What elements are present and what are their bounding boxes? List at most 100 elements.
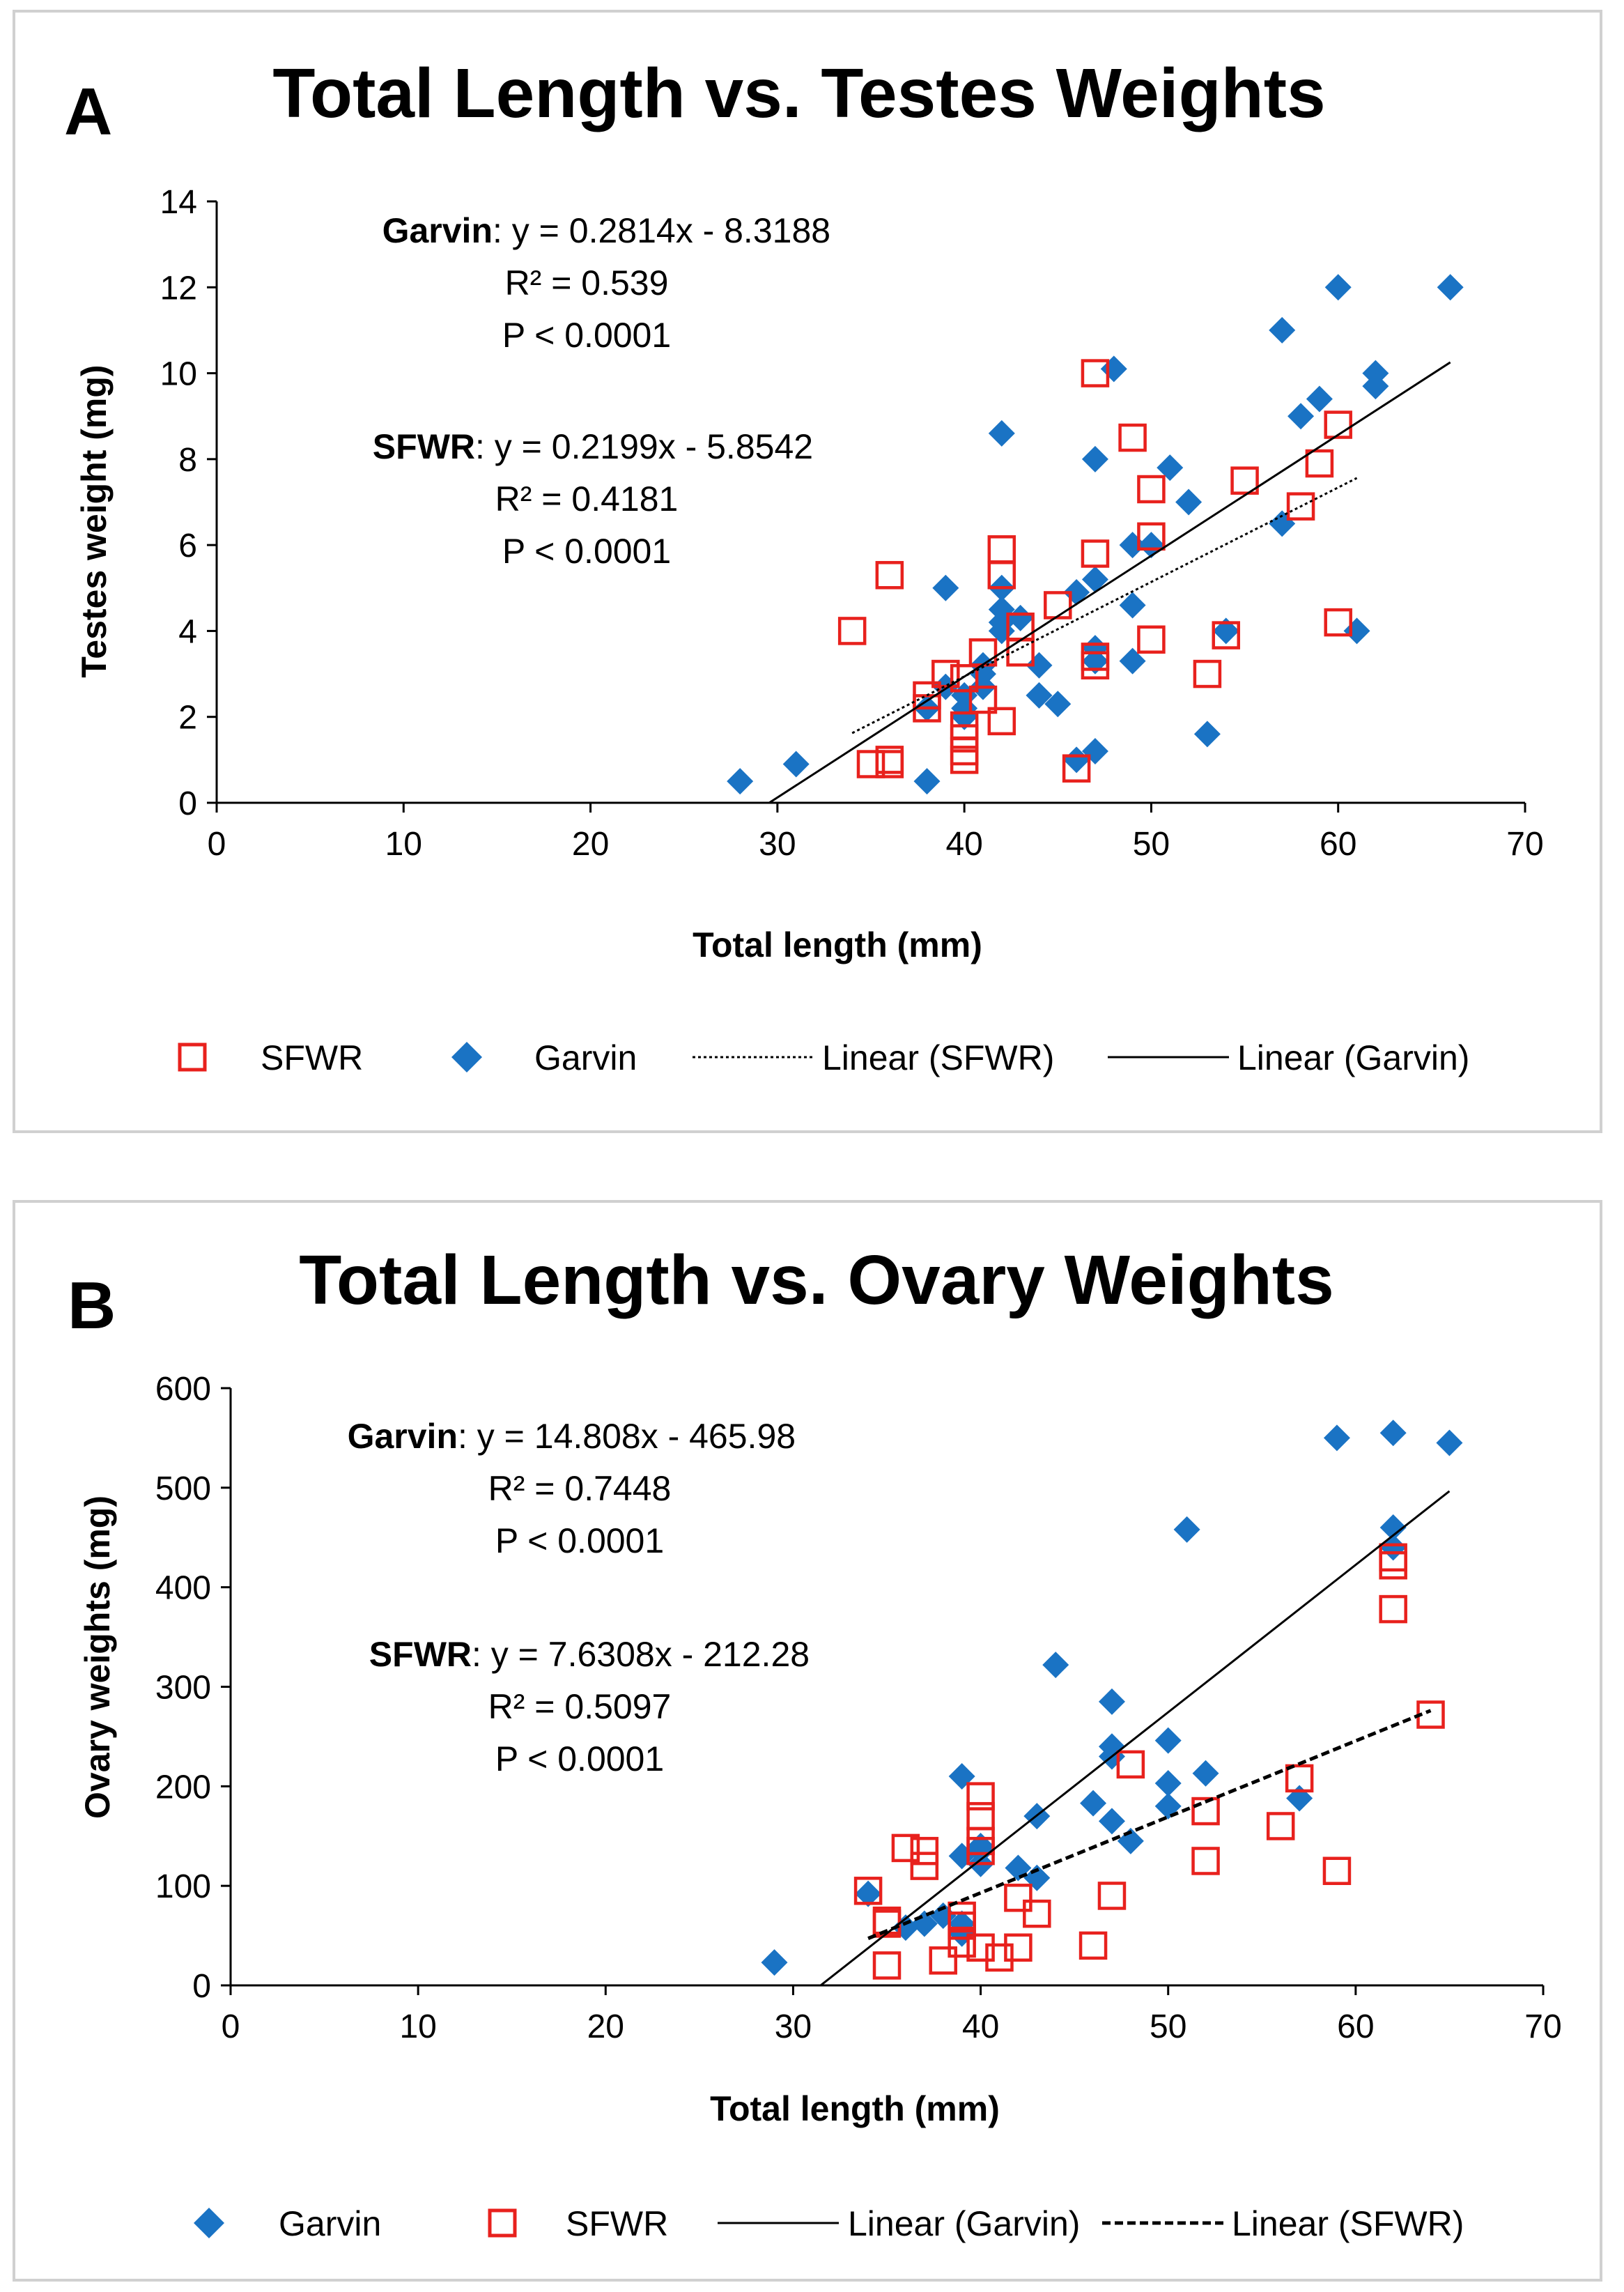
legend-sfwr-label-a: SFWR (261, 1038, 363, 1077)
linear-sfwr-trendline-b (867, 1709, 1432, 1940)
annotation-garvin-equation-b: : y = 14.808x - 465.98 (458, 1417, 796, 1456)
garvin-point (1175, 489, 1202, 516)
x-tick-label: 70 (1524, 2008, 1561, 2045)
x-tick-label: 20 (587, 2008, 624, 2045)
garvin-point (1138, 532, 1165, 559)
panel-label-b: B (68, 1268, 116, 1343)
garvin-point (855, 1880, 882, 1907)
legend-sfwr-marker-a (178, 1043, 207, 1072)
annotation-sfwr-r2-b: R² = 0.5097 (488, 1687, 672, 1726)
garvin-point (1154, 1770, 1182, 1797)
legend-garvin-trend-label-b: Linear (Garvin) (848, 2204, 1080, 2243)
y-tick-label: 100 (155, 1868, 211, 1905)
garvin-point (1212, 617, 1239, 645)
y-tick-label: 500 (155, 1470, 211, 1507)
garvin-point (1306, 385, 1333, 413)
garvin-point (1157, 454, 1184, 482)
garvin-point (1324, 274, 1352, 301)
garvin-point (1362, 373, 1389, 400)
garvin-point (1379, 1514, 1407, 1541)
sfwr-point (875, 750, 904, 778)
panel-b: B Total Length vs. Ovary Weights Garvin … (13, 1200, 1602, 2282)
chart-a: A Total Length vs. Testes Weights Garvin… (64, 54, 1544, 1077)
y-tick-label: 200 (155, 1769, 211, 1806)
garvin-point (1026, 682, 1053, 709)
garvin-point (1173, 1516, 1200, 1543)
y-tick-label: 12 (160, 270, 197, 307)
panel-a: A Total Length vs. Testes Weights Garvin… (13, 10, 1602, 1133)
x-tick-label: 50 (1150, 2008, 1186, 2045)
y-tick-label: 300 (155, 1670, 211, 1707)
sfwr-point (1285, 1764, 1314, 1793)
y-axis-label-a: Testes weight (mg) (75, 364, 114, 677)
garvin-point (727, 768, 754, 795)
garvin-point (1117, 1827, 1144, 1854)
garvin-point (782, 751, 810, 778)
annotation-sfwr-equation-b: : y = 7.6308x - 212.28 (472, 1635, 810, 1674)
x-tick-label: 50 (1133, 826, 1170, 863)
sfwr-point (1379, 1551, 1407, 1580)
x-tick-label: 0 (222, 2008, 240, 2045)
x-tick-label: 30 (759, 826, 796, 863)
garvin-point (1437, 274, 1464, 301)
annotation-sfwr-name-b: SFWR (369, 1635, 472, 1674)
legend-sfwr-trend-label-a: Linear (SFWR) (822, 1038, 1054, 1077)
garvin-point (1154, 1792, 1182, 1820)
sfwr-point (987, 561, 1016, 590)
x-tick-label: 10 (399, 2008, 436, 2045)
x-tick-label: 70 (1506, 826, 1543, 863)
sfwr-point (1004, 1884, 1033, 1912)
legend-garvin-marker-b (194, 2208, 224, 2238)
legend-garvin-trend-label-a: Linear (Garvin) (1237, 1038, 1469, 1077)
y-tick-label: 400 (155, 1570, 211, 1607)
sfwr-point (1305, 449, 1334, 478)
garvin-point (1119, 592, 1146, 619)
annotation-garvin-p-a: P < 0.0001 (502, 316, 671, 355)
x-tick-label: 40 (945, 826, 982, 863)
sfwr-point (987, 707, 1016, 736)
legend-garvin-label-b: Garvin (279, 2204, 381, 2243)
sfwr-point (968, 685, 998, 714)
annotation-sfwr-equation-a: : y = 0.2199x - 5.8542 (475, 427, 813, 466)
sfwr-point (1081, 539, 1110, 568)
sfwr-point (1004, 1933, 1033, 1962)
sfwr-point (1212, 621, 1240, 649)
garvin-point (1080, 1790, 1107, 1817)
x-axis-label-a: Total length (mm) (693, 925, 982, 964)
sfwr-point (1044, 591, 1072, 620)
y-tick-label: 0 (178, 785, 197, 822)
x-tick-label: 10 (385, 826, 422, 863)
sfwr-point (1137, 475, 1166, 504)
sfwr-point (1078, 1931, 1108, 1960)
sfwr-point (837, 617, 867, 645)
garvin-point (1042, 1652, 1069, 1679)
y-tick-label: 10 (160, 356, 197, 393)
y-tick-label: 8 (178, 442, 197, 479)
sfwr-point (1081, 651, 1110, 679)
legend-garvin-marker-a (451, 1042, 482, 1072)
sfwr-point (1191, 1847, 1220, 1875)
garvin-point (1193, 721, 1221, 748)
sfwr-point (1097, 1882, 1127, 1910)
x-axis-label-b: Total length (mm) (710, 2089, 1000, 2128)
y-tick-label: 6 (178, 528, 197, 564)
sfwr-point (966, 1782, 995, 1810)
sfwr-point (1023, 1899, 1051, 1928)
garvin-point (1287, 403, 1315, 430)
garvin-point (948, 1763, 975, 1790)
sfwr-point (948, 1929, 976, 1958)
garvin-point (1379, 1534, 1407, 1561)
annotation-garvin-equation-a: : y = 0.2814x - 8.3188 (493, 211, 830, 250)
garvin-point (1269, 510, 1296, 537)
garvin-point (913, 768, 941, 795)
sfwr-point (1193, 659, 1222, 689)
garvin-point (988, 420, 1015, 447)
legend-garvin-label-a: Garvin (534, 1038, 637, 1077)
x-tick-label: 30 (775, 2008, 812, 2045)
x-tick-label: 40 (962, 2008, 999, 2045)
x-tick-label: 0 (208, 826, 226, 863)
chart-title-a: Total Length vs. Testes Weights (272, 54, 1325, 132)
garvin-point (1081, 647, 1108, 675)
sfwr-point (1191, 1797, 1220, 1826)
garvin-point (1323, 1424, 1350, 1452)
